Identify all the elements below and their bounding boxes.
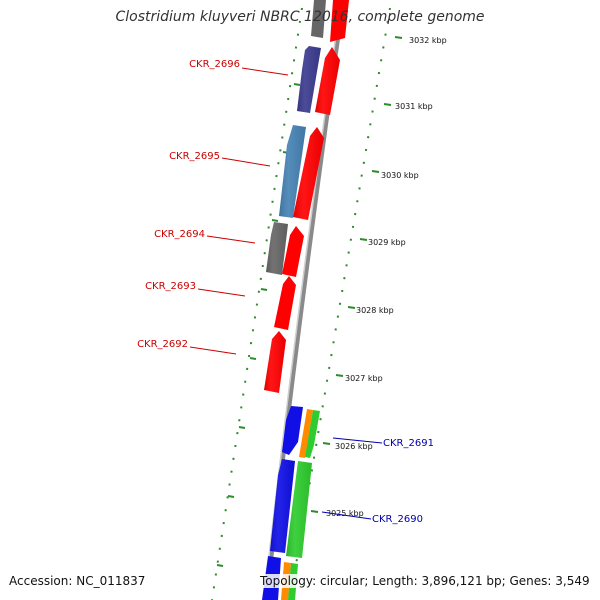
gene-label-ckr-2696: CKR_2696 xyxy=(189,59,240,70)
inner-ruler-dots xyxy=(211,7,303,600)
tick-label-3028: 3028 kbp xyxy=(356,306,394,315)
feature-red-fwd-3 xyxy=(282,226,304,277)
feature-shading xyxy=(264,46,340,558)
tick-label-3032: 3032 kbp xyxy=(409,36,447,45)
gene-label-ckr-2691: CKR_2691 xyxy=(383,438,434,449)
gene-labels: CKR_2696 CKR_2695 CKR_2694 CKR_2693 CKR_… xyxy=(137,59,434,525)
map-title: Clostridium kluyveri NBRC 12016, complet… xyxy=(115,9,485,25)
label-leaders xyxy=(189,67,383,520)
gene-label-ckr-2693: CKR_2693 xyxy=(145,281,196,292)
topology-text: Topology: circular; Length: 3,896,121 bp… xyxy=(258,574,592,588)
gene-label-ckr-2692: CKR_2692 xyxy=(137,339,188,350)
feature-green-1 xyxy=(305,410,320,458)
outer-ruler-dots xyxy=(289,7,391,600)
feature-blue-rev-1 xyxy=(282,406,303,455)
tick-label-3030: 3030 kbp xyxy=(381,171,419,180)
tick-label-3027: 3027 kbp xyxy=(345,374,383,383)
feature-orange-1 xyxy=(299,409,313,458)
accession-text: Accession: NC_011837 xyxy=(7,574,148,588)
feature-red-top xyxy=(330,0,349,42)
tick-label-3025: 3025 kbp xyxy=(326,509,364,518)
gene-label-ckr-2690: CKR_2690 xyxy=(372,514,423,525)
tick-label-3026: 3026 kbp xyxy=(335,442,373,451)
feature-red-fwd-4 xyxy=(274,276,296,330)
tick-label-3029: 3029 kbp xyxy=(368,238,406,247)
tick-labels: 3032 kbp 3031 kbp 3030 kbp 3029 kbp 3028… xyxy=(326,36,447,518)
outer-ruler-ticks xyxy=(310,36,403,513)
tick-label-3031: 3031 kbp xyxy=(395,102,433,111)
gene-label-ckr-2695: CKR_2695 xyxy=(169,151,220,162)
gene-label-ckr-2694: CKR_2694 xyxy=(154,229,205,240)
inner-ruler-ticks xyxy=(216,83,301,567)
feature-grey-top xyxy=(311,0,326,38)
